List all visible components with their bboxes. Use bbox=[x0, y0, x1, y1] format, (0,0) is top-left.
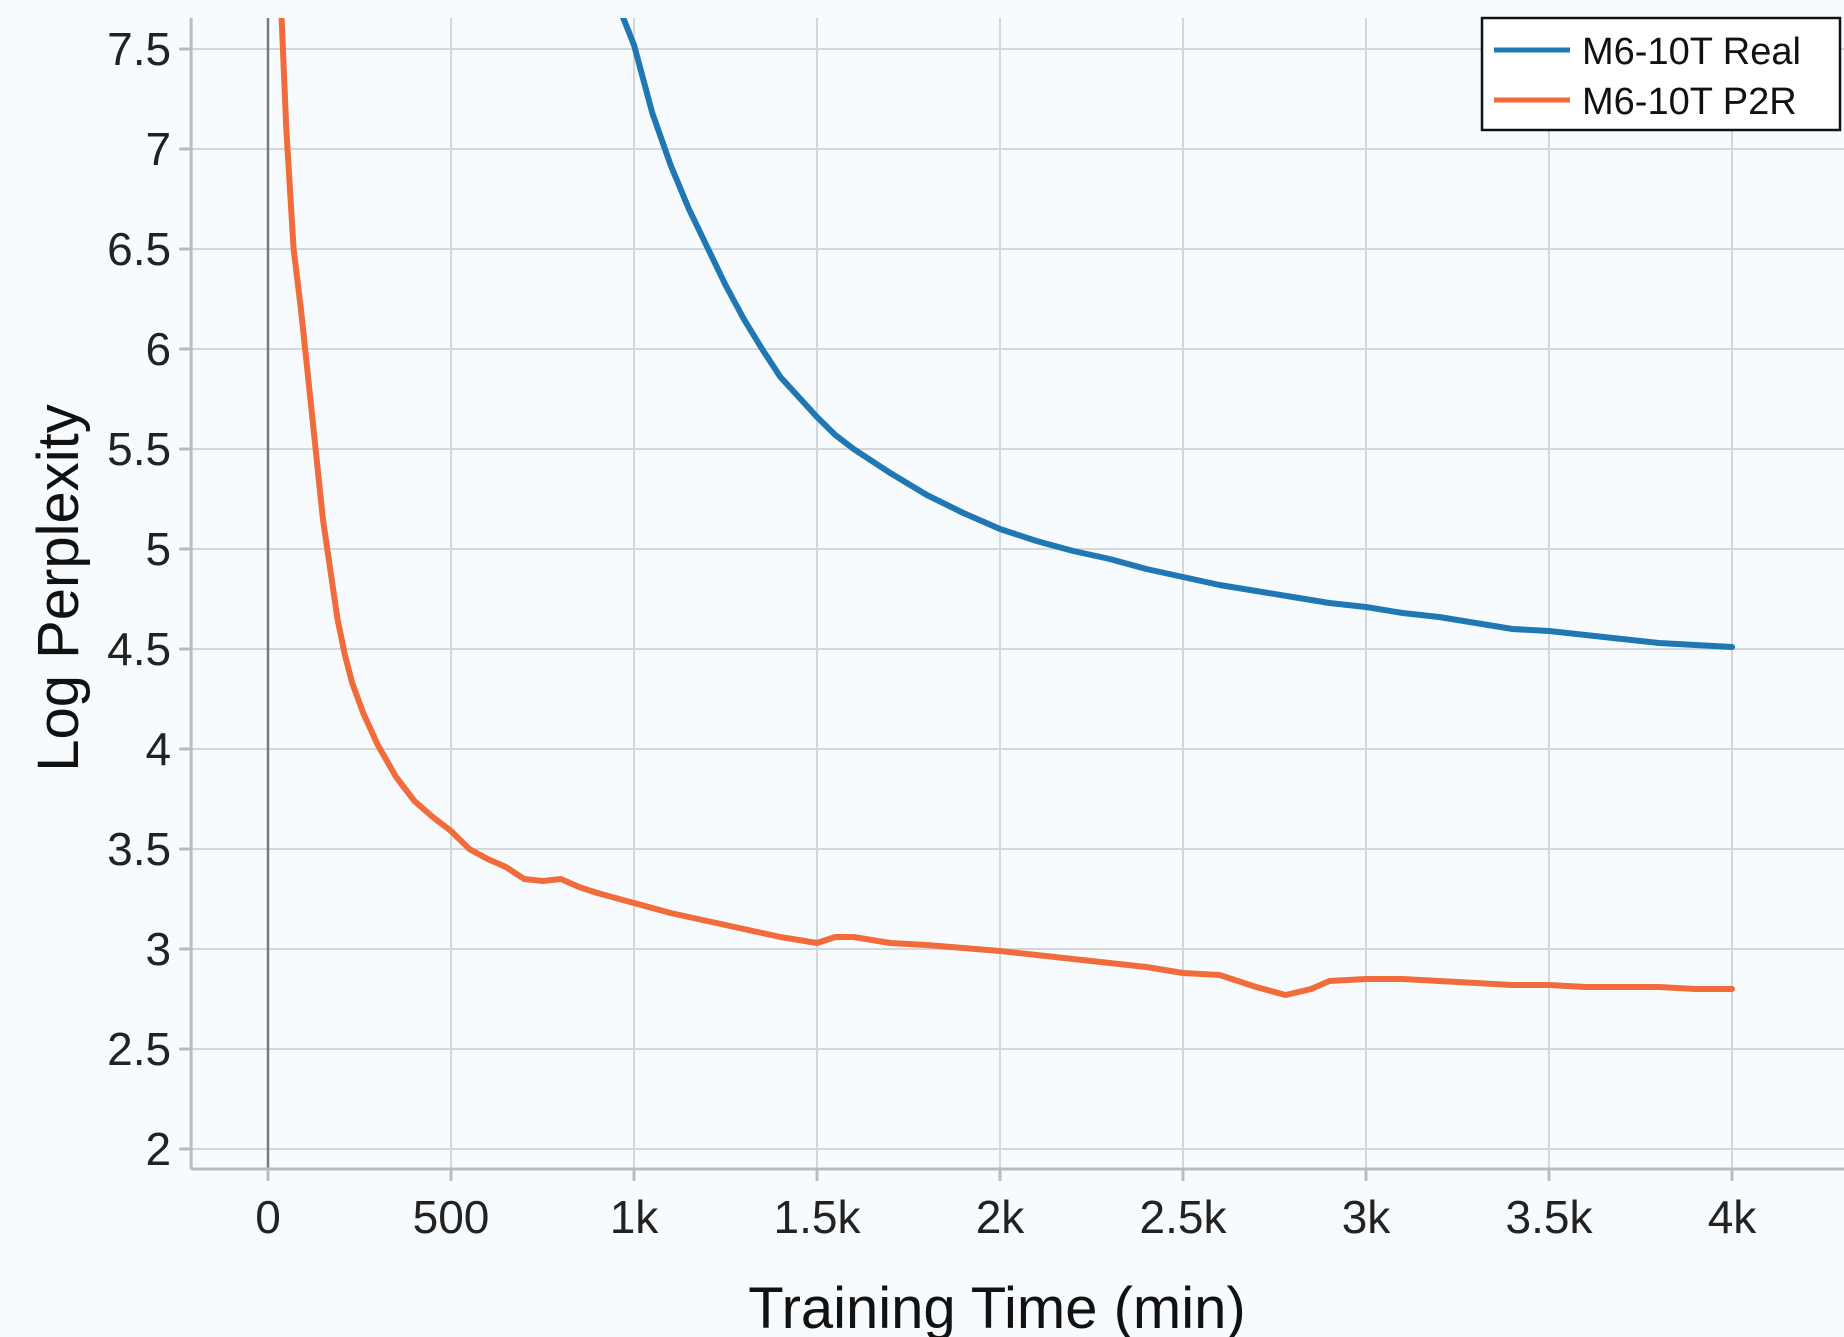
y-tick-label: 2 bbox=[146, 1123, 172, 1175]
legend-label-p2r: M6-10T P2R bbox=[1582, 81, 1797, 123]
y-axis-title: Log Perplexity bbox=[26, 404, 91, 772]
legend-box bbox=[1480, 16, 1842, 132]
y-tick-label: 5 bbox=[146, 523, 172, 575]
series-lines bbox=[278, 18, 1735, 998]
tick-labels: 2 2.5 3 3.5 4 4.5 5 5.5 6 6.5 7 7.5 0 500 1k 1.5k 2k 2.5k… bbox=[107, 23, 1757, 1243]
x-tick-label: 1.5k bbox=[774, 1191, 862, 1243]
x-tick-label: 4k bbox=[1708, 1191, 1758, 1243]
y-tick-label: 3.5 bbox=[107, 823, 171, 875]
y-tick-label: 6.5 bbox=[107, 223, 171, 275]
grid bbox=[191, 18, 1844, 1169]
y-tick-label: 4.5 bbox=[107, 623, 171, 675]
y-tick-label: 4 bbox=[146, 723, 172, 775]
x-tick-label: 3.5k bbox=[1506, 1191, 1594, 1243]
legend-label-real: M6-10T Real bbox=[1582, 31, 1801, 73]
y-tick-label: 7 bbox=[146, 123, 172, 175]
legend: M6-10T Real M6-10T P2R bbox=[1480, 16, 1842, 132]
axes bbox=[179, 18, 1844, 1181]
y-tick-label: 3 bbox=[146, 923, 172, 975]
y-tick-label: 5.5 bbox=[107, 423, 171, 475]
x-tick-label: 0 bbox=[255, 1191, 281, 1243]
y-tick-label: 7.5 bbox=[107, 23, 171, 75]
series-line-m6-10t-real bbox=[620, 18, 1735, 650]
x-tick-label: 3k bbox=[1342, 1191, 1392, 1243]
x-axis-title: Training Time (min) bbox=[748, 1276, 1245, 1337]
x-tick-label: 500 bbox=[413, 1191, 490, 1243]
series-line-m6-10t-p2r bbox=[278, 18, 1735, 998]
x-tick-label: 2.5k bbox=[1140, 1191, 1228, 1243]
x-tick-label: 1k bbox=[610, 1191, 660, 1243]
x-tick-label: 2k bbox=[976, 1191, 1026, 1243]
y-tick-label: 2.5 bbox=[107, 1023, 171, 1075]
y-tick-label: 6 bbox=[146, 323, 172, 375]
